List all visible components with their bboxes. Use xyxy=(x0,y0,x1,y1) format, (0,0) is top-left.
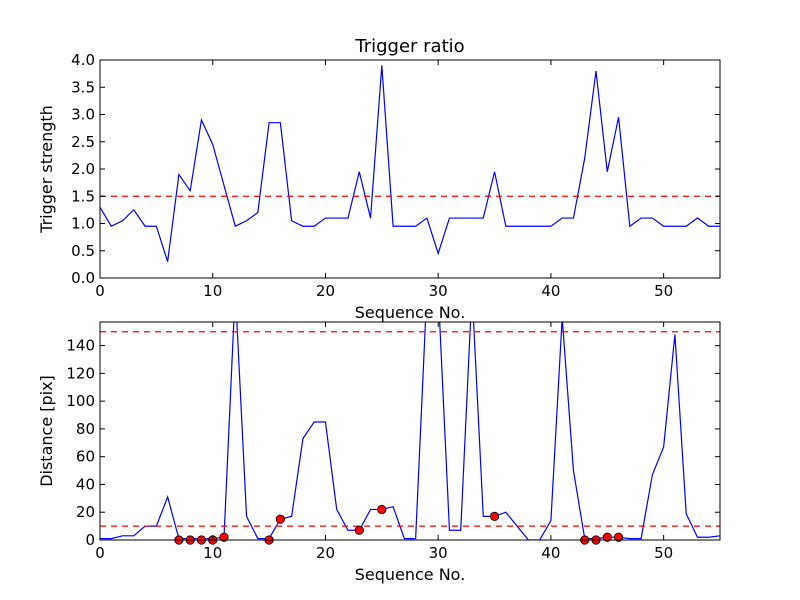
y-tick-label: 20 xyxy=(76,503,95,521)
y-tick-label: 140 xyxy=(66,337,95,355)
y-tick-label: 60 xyxy=(76,448,95,466)
data-point-marker xyxy=(219,532,229,542)
y-tick-label: 40 xyxy=(76,475,95,493)
plot-frame xyxy=(99,321,721,541)
x-tick-label: 20 xyxy=(316,544,335,562)
x-tick-label: 0 xyxy=(95,282,105,300)
y-tick-label: 0 xyxy=(85,531,95,549)
series-line xyxy=(100,65,720,262)
x-tick-label: 50 xyxy=(654,282,673,300)
plot-area xyxy=(100,322,720,540)
y-tick-label: 3.0 xyxy=(71,106,95,124)
data-point-marker xyxy=(613,532,624,542)
y-axis-label: Distance [pix] xyxy=(37,375,56,487)
x-tick-label: 30 xyxy=(429,544,448,562)
x-tick-label: 20 xyxy=(316,282,335,300)
y-tick-label: 2.5 xyxy=(71,133,95,151)
x-tick-label: 30 xyxy=(429,282,448,300)
plot-area xyxy=(100,65,720,262)
y-tick-label: 2.0 xyxy=(71,160,95,178)
x-tick-label: 50 xyxy=(654,544,673,562)
y-tick-label: 3.5 xyxy=(71,78,95,96)
data-point-marker xyxy=(354,525,364,535)
y-tick-label: 100 xyxy=(66,392,95,410)
y-tick-label: 1.5 xyxy=(71,187,95,205)
data-point-marker xyxy=(377,504,387,515)
x-axis-label: Sequence No. xyxy=(355,303,466,322)
x-tick-label: 40 xyxy=(541,544,560,562)
y-tick-label: 1.0 xyxy=(71,215,95,233)
x-tick-label: 10 xyxy=(203,282,222,300)
y-tick-label: 80 xyxy=(76,420,95,438)
chart-title: Trigger ratio xyxy=(354,36,464,57)
x-tick-label: 0 xyxy=(95,544,105,562)
plot-frame xyxy=(99,59,721,279)
x-tick-label: 10 xyxy=(203,544,222,562)
y-tick-label: 4.0 xyxy=(71,51,95,69)
data-point-marker xyxy=(489,511,500,521)
series-line xyxy=(100,322,720,540)
y-tick-label: 0.5 xyxy=(71,242,95,260)
distance-plot: 0 10 20 30 40 50 0 20 40 60 80 100 120 140 Sequence No… xyxy=(37,321,721,584)
x-tick-label: 40 xyxy=(541,282,560,300)
y-tick-label: 0.0 xyxy=(71,269,95,287)
x-axis-label: Sequence No. xyxy=(355,565,466,584)
trigger-ratio-plot: Trigger ratio 0 10 20 30 40 50 0.0 0.5 1.0 1.5 2.0… xyxy=(37,36,721,300)
data-point-marker xyxy=(275,514,285,524)
y-tick-label: 120 xyxy=(66,364,95,382)
y-axis-label: Trigger strength xyxy=(37,105,56,234)
data-point-marker xyxy=(602,532,612,542)
